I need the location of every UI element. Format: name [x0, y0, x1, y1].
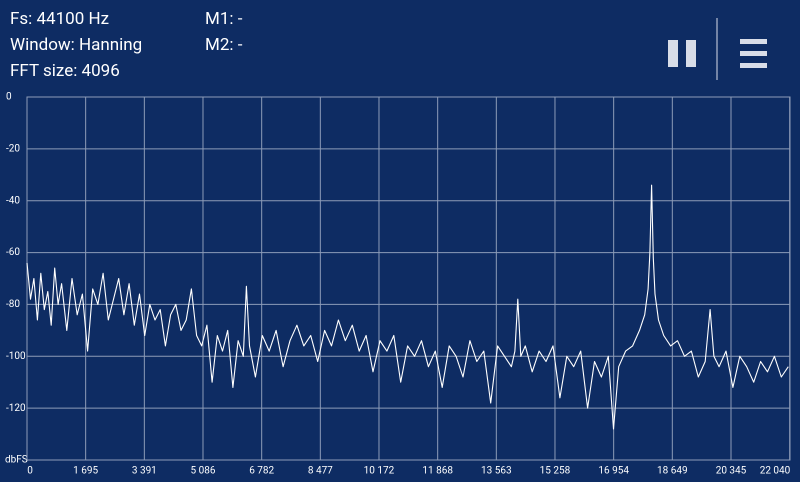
x-tick-label: 16 954 — [598, 466, 629, 477]
pause-bar — [668, 40, 678, 67]
spectrum-line — [26, 184, 789, 430]
y-tick-label: -80 — [6, 299, 20, 310]
x-tick-label: 5 086 — [191, 466, 216, 477]
x-tick-label: 15 258 — [540, 466, 571, 477]
x-tick-label: 20 345 — [716, 466, 747, 477]
x-tick-label: 13 563 — [481, 466, 512, 477]
fft-size-label: FFT size: 4096 — [10, 61, 120, 81]
y-tick-label: -100 — [6, 351, 26, 362]
y-tick-label: -20 — [6, 143, 20, 154]
pause-button[interactable] — [668, 40, 696, 67]
x-tick-label: 22 040 — [760, 466, 791, 477]
y-tick-label: -120 — [6, 403, 26, 414]
marker1-label: M1: - — [205, 9, 243, 29]
menu-bar — [740, 63, 767, 68]
x-tick-label: 1 695 — [73, 466, 98, 477]
menu-button[interactable] — [740, 39, 767, 68]
x-tick-label: 11 868 — [422, 466, 453, 477]
fs-label: Fs: 44100 Hz — [10, 9, 109, 29]
pause-bar — [686, 40, 696, 67]
x-tick-label: 6 782 — [249, 466, 274, 477]
x-tick-label: 8 477 — [308, 466, 333, 477]
y-tick-label: -40 — [6, 195, 20, 206]
y-axis-unit: dbFS — [5, 455, 28, 466]
marker2-label: M2: - — [205, 35, 243, 55]
window-label: Window: Hanning — [10, 35, 142, 55]
y-tick-label: 0 — [6, 92, 12, 103]
menu-bar — [740, 51, 767, 56]
x-tick-label: 0 — [27, 466, 33, 477]
x-tick-label: 18 649 — [657, 466, 688, 477]
menu-bar — [740, 39, 767, 44]
x-tick-label: 10 172 — [364, 466, 395, 477]
y-tick-label: -60 — [6, 247, 20, 258]
x-tick-label: 3 391 — [132, 466, 157, 477]
